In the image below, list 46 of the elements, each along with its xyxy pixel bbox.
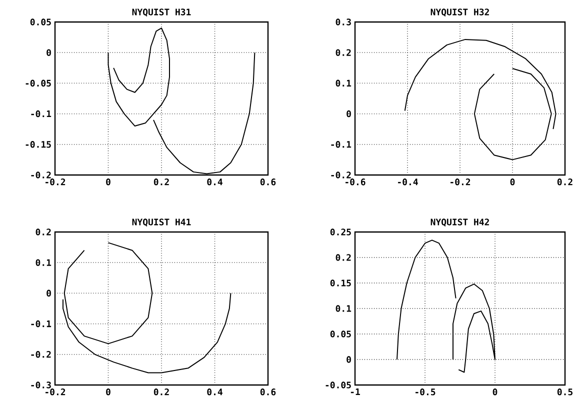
y-tick-label: 0	[46, 290, 51, 297]
y-tick-label: -0.1	[31, 320, 52, 328]
y-tick-label: 0.2	[36, 228, 51, 236]
chart-title: NYQUIST H31	[132, 8, 191, 16]
y-tick-label: 0.1	[336, 305, 352, 312]
y-tick-label: 0.2	[336, 49, 351, 56]
y-tick-label: 0.05	[330, 330, 351, 338]
y-tick-label: 0.1	[336, 80, 352, 87]
x-tick-label: 0.5	[557, 388, 573, 396]
x-tick-label: 0	[510, 178, 515, 186]
x-tick-label: 0.6	[260, 178, 276, 186]
y-tick-label: 0.2	[336, 254, 351, 261]
y-tick-label: 0.25	[330, 228, 351, 236]
x-tick-label: 0.2	[154, 388, 169, 396]
y-tick-label: 0.15	[330, 280, 351, 286]
y-tick-label: 0.05	[30, 18, 51, 26]
x-tick-label: -0.6	[346, 178, 366, 186]
y-tick-label: -0.2	[31, 351, 51, 358]
x-tick-label: 0.2	[557, 178, 572, 186]
chart-title: NYQUIST H42	[430, 218, 489, 226]
x-tick-label: 0	[106, 178, 110, 186]
y-tick-label: -0.3	[31, 382, 51, 388]
x-tick-label: 0.4	[207, 178, 222, 186]
x-tick-label: -0.4	[398, 178, 418, 186]
y-tick-label: 0	[346, 110, 351, 118]
x-tick-label: -0.5	[416, 388, 436, 396]
x-tick-label: 0	[106, 388, 110, 396]
y-tick-label: 0	[46, 49, 51, 56]
x-tick-label: 0.4	[207, 388, 222, 396]
x-tick-label: -0.2	[450, 178, 470, 186]
y-tick-label: -0.15	[26, 141, 51, 148]
chart-title: NYQUIST H32	[430, 8, 489, 16]
x-tick-label: 0.6	[260, 388, 276, 396]
y-tick-label: -0.2	[31, 172, 51, 178]
y-tick-label: -0.05	[326, 382, 351, 388]
y-tick-label: -0.1	[331, 141, 352, 148]
y-tick-label: -0.2	[331, 172, 351, 178]
y-tick-label: 0.3	[336, 18, 351, 26]
y-tick-label: 0	[346, 356, 351, 363]
chart-title: NYQUIST H41	[132, 218, 191, 226]
x-tick-label: 0.2	[154, 178, 169, 186]
y-tick-label: 0.1	[36, 259, 52, 266]
x-tick-label: -1	[350, 388, 360, 396]
y-tick-label: -0.1	[31, 110, 52, 118]
y-tick-label: -0.05	[26, 80, 51, 87]
x-tick-label: 0	[492, 388, 498, 396]
